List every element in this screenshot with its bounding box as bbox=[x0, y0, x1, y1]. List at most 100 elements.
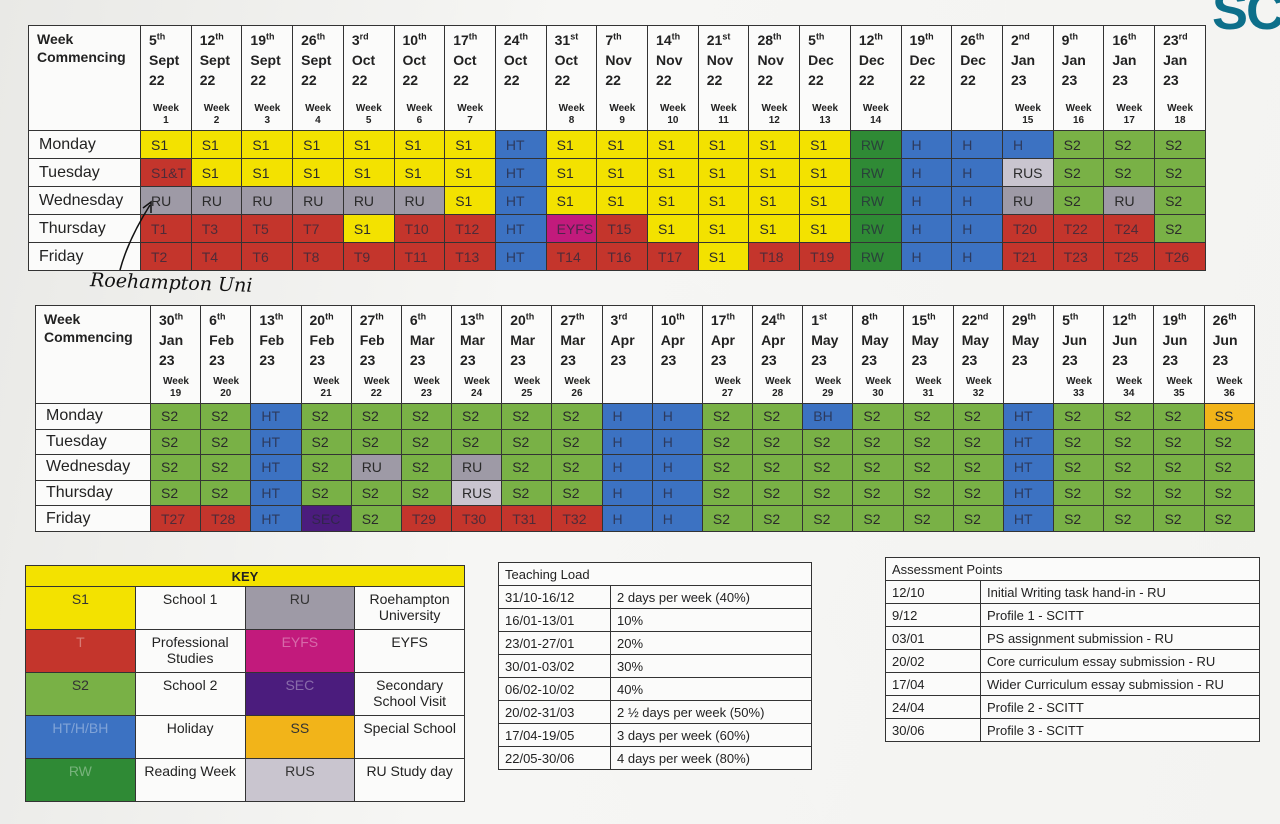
day-row: Tuesday S2 S2 HT S2 S2 S2 S2 S2 S2 H H S2 S2 S2 S2 S2 S2 H… bbox=[35, 428, 1256, 456]
year: 22 bbox=[757, 72, 774, 88]
week-header: 19th Jun 23 Week 35 bbox=[1153, 305, 1205, 404]
schedule-cell: RW bbox=[849, 186, 902, 215]
schedule-cell: S2 bbox=[551, 479, 603, 507]
month: Dec bbox=[858, 52, 885, 68]
month: Nov bbox=[757, 52, 784, 68]
month: May bbox=[1011, 332, 1040, 348]
day-name: Tuesday bbox=[35, 428, 151, 456]
schedule-cell: S2 bbox=[149, 479, 202, 507]
schedule-cell: RU bbox=[292, 186, 344, 215]
date-line: 5th bbox=[149, 30, 190, 50]
key-label: Special School bbox=[354, 715, 465, 759]
key-row: S1 School 1 RU Roehampton University bbox=[25, 586, 465, 630]
month: Apr bbox=[660, 332, 685, 348]
schedule-cell: S1 bbox=[596, 158, 649, 187]
schedule-cell: S1 bbox=[190, 158, 243, 187]
week-number: Week 21 bbox=[313, 376, 340, 399]
date-line: 1st bbox=[811, 310, 852, 330]
day-name: Wednesday bbox=[35, 454, 151, 481]
year: 22 bbox=[960, 72, 976, 88]
ordinal: th bbox=[613, 31, 622, 42]
day-number: 16 bbox=[1112, 32, 1128, 48]
day-number: 26 bbox=[1212, 312, 1229, 328]
table-cell: 20/02-31/03 bbox=[498, 700, 611, 724]
ordinal: th bbox=[1178, 311, 1187, 322]
month: Apr bbox=[610, 332, 635, 348]
schedule-cell: S1 bbox=[545, 158, 598, 187]
date-line: 13th bbox=[259, 310, 300, 330]
schedule-cell: H bbox=[601, 454, 653, 481]
schedule-cell: S1 bbox=[799, 130, 851, 159]
key-row: T Professional Studies EYFS EYFS bbox=[25, 629, 465, 673]
month: Jun bbox=[1112, 332, 1138, 348]
key-swatch: HT/H/BH bbox=[25, 715, 136, 759]
week-date: 30th Jan 23 bbox=[152, 307, 200, 371]
schedule-cell: RUS bbox=[1001, 158, 1054, 187]
table-cell: 30/01-03/02 bbox=[498, 654, 611, 678]
key-label: School 1 bbox=[134, 586, 246, 630]
date-line: 9th bbox=[1062, 30, 1103, 50]
schedule-cell: S1 bbox=[393, 130, 446, 159]
month: Dec bbox=[960, 52, 986, 68]
schedule-cell: S2 bbox=[1052, 186, 1105, 215]
schedule-cell: T30 bbox=[451, 505, 503, 532]
week-date: 6th Mar 23 bbox=[402, 307, 450, 371]
day-name: Monday bbox=[35, 403, 151, 430]
week-number: Week 24 bbox=[464, 376, 490, 399]
schedule-cell: S2 bbox=[1203, 454, 1256, 481]
schedule-cell: T10 bbox=[393, 214, 446, 243]
schedule-cell: H bbox=[951, 130, 1003, 159]
week-header: 5th Dec 22 Week 13 bbox=[799, 25, 851, 131]
week-header: 15th May 23 Week 31 bbox=[902, 305, 954, 404]
week-date: 24th Apr 23 bbox=[754, 307, 802, 371]
key-row: HT/H/BH Holiday SS Special School bbox=[25, 715, 465, 759]
week-header: 12th Sept 22 Week 2 bbox=[190, 25, 243, 131]
table-cell: Profile 3 - SCITT bbox=[980, 718, 1260, 742]
schedule-cell: S1 bbox=[545, 186, 598, 215]
week-date: 19th Jun 23 bbox=[1155, 307, 1203, 371]
day-number: 3 bbox=[351, 32, 360, 48]
week-number: Week 9 bbox=[609, 103, 636, 126]
schedule-cell: S2 bbox=[1203, 505, 1256, 532]
ordinal: th bbox=[215, 31, 224, 42]
header-row: Week Commencing 30th Jan 23 Week 19 6th Feb 23 W… bbox=[35, 305, 1256, 404]
ordinal: th bbox=[1127, 31, 1137, 42]
schedule-cell: S2 bbox=[149, 428, 202, 456]
month: Sept bbox=[149, 52, 180, 68]
schedule-cell: S2 bbox=[551, 428, 603, 456]
schedule-cell: S2 bbox=[300, 479, 352, 507]
date-line: 3rd bbox=[351, 30, 393, 50]
schedule-cell: T22 bbox=[1052, 214, 1105, 243]
week-header: 9th Jan 23 Week 16 bbox=[1052, 25, 1105, 131]
key-label: Holiday bbox=[134, 715, 246, 759]
week-date: 3rd Oct 22 bbox=[344, 27, 393, 91]
day-row: Monday S2 S2 HT S2 S2 S2 S2 S2 S2 H H S2 S2 BH S2 S2 S2 HT… bbox=[35, 403, 1256, 430]
schedule-cell: T23 bbox=[1052, 242, 1105, 271]
day-number: 17 bbox=[453, 32, 469, 48]
week-date: 15th May 23 bbox=[904, 307, 952, 371]
week-header: 26th Jun 23 Week 36 bbox=[1203, 305, 1256, 404]
year: 22 bbox=[351, 72, 368, 88]
date-line: 12th bbox=[859, 30, 900, 50]
year: 22 bbox=[554, 72, 571, 88]
schedule-cell: RW bbox=[849, 214, 902, 243]
date-line: 21st bbox=[707, 30, 748, 50]
day-number: 26 bbox=[960, 32, 976, 48]
year: 23 bbox=[1061, 72, 1078, 88]
week-number: Week 36 bbox=[1216, 376, 1243, 399]
key-label: Secondary School Visit bbox=[354, 672, 465, 716]
table-cell: PS assignment submission - RU bbox=[980, 626, 1260, 650]
month: May bbox=[861, 332, 889, 348]
year: 23 bbox=[961, 352, 978, 368]
day-number: 26 bbox=[301, 32, 317, 48]
ordinal: th bbox=[468, 31, 478, 42]
week-header: 17th Oct 22 Week 7 bbox=[444, 25, 496, 131]
table-row: 31/10-16/12 2 days per week (40%) bbox=[498, 585, 812, 609]
table-row: 9/12 Profile 1 - SCITT bbox=[885, 603, 1260, 627]
table-cell: Profile 1 - SCITT bbox=[980, 603, 1260, 627]
schedule-cell: HT bbox=[250, 428, 302, 456]
schedule-cell: S2 bbox=[1154, 158, 1206, 187]
schedule-cell: S2 bbox=[752, 428, 804, 456]
ordinal: th bbox=[1069, 311, 1079, 322]
year: 23 bbox=[710, 352, 727, 368]
